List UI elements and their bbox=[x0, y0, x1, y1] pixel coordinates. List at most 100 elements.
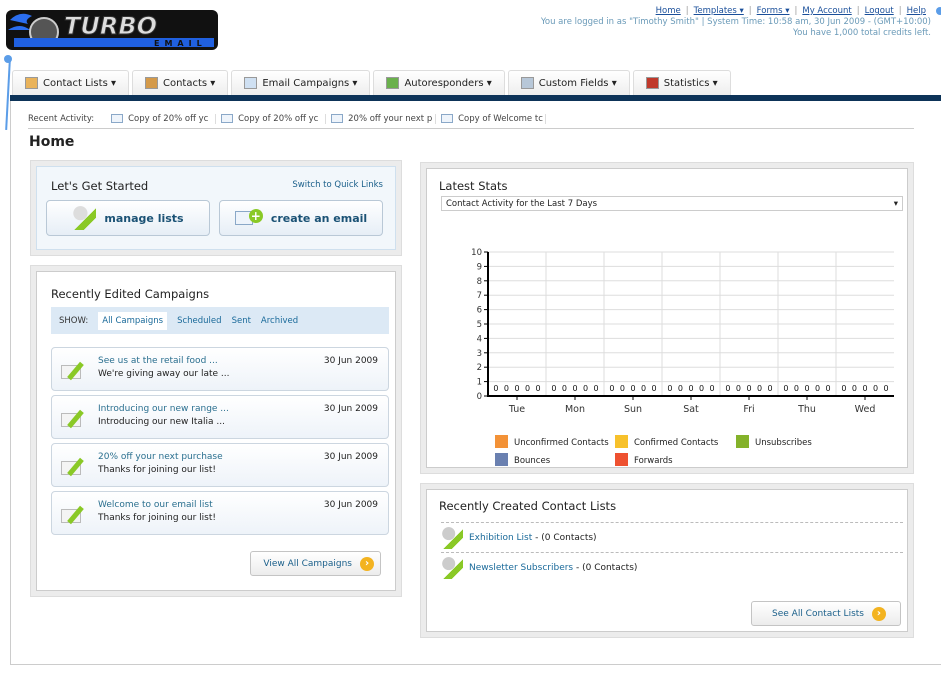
filter-scheduled[interactable]: Scheduled bbox=[177, 315, 222, 326]
data-label: 0 bbox=[757, 384, 762, 393]
data-label: 0 bbox=[551, 384, 556, 393]
filter-sent[interactable]: Sent bbox=[231, 315, 251, 326]
data-label: 0 bbox=[746, 384, 751, 393]
y-tick-label: 9 bbox=[477, 262, 482, 272]
manage-lists-button[interactable]: manage lists bbox=[46, 200, 210, 236]
top-link-my-account[interactable]: My Account bbox=[802, 6, 852, 16]
campaign-subject: Introducing our new Italia ... bbox=[98, 417, 225, 427]
legend-label: Confirmed Contacts bbox=[634, 438, 719, 448]
data-label: 0 bbox=[699, 384, 704, 393]
data-label: 0 bbox=[572, 384, 577, 393]
contact-list-count: - (0 Contacts) bbox=[573, 562, 638, 573]
arrow-right-icon: › bbox=[360, 556, 374, 571]
create-email-button[interactable]: + create an email bbox=[219, 200, 383, 236]
campaign-item[interactable]: 20% off your next purchase Thanks for joi… bbox=[51, 443, 389, 487]
user-pencil-icon bbox=[441, 556, 463, 579]
y-tick-label: 1 bbox=[477, 378, 482, 388]
data-label: 0 bbox=[504, 384, 509, 393]
get-started-title: Let's Get Started bbox=[51, 179, 149, 193]
tab-contact-lists[interactable]: Contact Lists ▾ bbox=[12, 70, 129, 95]
recent-activity-item[interactable]: Copy of Welcome tc bbox=[436, 113, 547, 124]
tab-statistics[interactable]: Statistics ▾ bbox=[632, 70, 731, 95]
stats-panel: Latest Stats Contact Activity for the La… bbox=[420, 162, 914, 474]
envelope-icon bbox=[441, 114, 454, 123]
top-link-forms[interactable]: Forms ▾ bbox=[756, 6, 790, 16]
recent-activity-text: 20% off your next p bbox=[348, 113, 433, 124]
campaign-item[interactable]: Welcome to our email list Thanks for join… bbox=[51, 491, 389, 535]
filter-archived[interactable]: Archived bbox=[260, 315, 299, 326]
data-label: 0 bbox=[862, 384, 867, 393]
show-label: SHOW: bbox=[59, 315, 89, 326]
data-label: 0 bbox=[794, 384, 799, 393]
envelope-icon bbox=[221, 114, 234, 123]
tab-label: Custom Fields ▾ bbox=[538, 77, 617, 89]
envelope-pencil-icon bbox=[61, 457, 91, 477]
get-started-panel: Let's Get Started Switch to Quick Links … bbox=[30, 160, 402, 256]
top-link-logout[interactable]: Logout bbox=[864, 6, 894, 16]
y-tick-label: 0 bbox=[477, 392, 482, 402]
x-tick-label: Mon bbox=[565, 404, 585, 415]
data-label: 0 bbox=[678, 384, 683, 393]
y-tick-label: 5 bbox=[477, 320, 482, 330]
top-link-home[interactable]: Home bbox=[655, 6, 681, 16]
legend-label: Forwards bbox=[634, 456, 673, 466]
filter-all-campaigns[interactable]: All Campaigns bbox=[98, 311, 168, 330]
envelope-pencil-icon bbox=[61, 361, 91, 381]
data-label: 0 bbox=[826, 384, 831, 393]
tab-label: Email Campaigns ▾ bbox=[262, 77, 358, 89]
contact-list-item: Exhibition List - (0 Contacts) bbox=[441, 522, 903, 552]
campaign-title[interactable]: Welcome to our email list bbox=[98, 500, 213, 510]
campaign-title[interactable]: 20% off your next purchase bbox=[98, 452, 223, 462]
separator: | bbox=[685, 6, 689, 16]
contact-list-name[interactable]: Newsletter Subscribers bbox=[469, 562, 574, 573]
data-label: 0 bbox=[620, 384, 625, 393]
campaign-item[interactable]: See us at the retail food ... We're givin… bbox=[51, 347, 389, 391]
tab-custom-fields[interactable]: Custom Fields ▾ bbox=[507, 70, 630, 95]
recent-activity-item[interactable]: Copy of 20% off yc bbox=[216, 113, 327, 124]
y-tick-label: 6 bbox=[477, 306, 482, 316]
legend-swatch bbox=[495, 453, 508, 466]
campaign-title[interactable]: Introducing our new range ... bbox=[98, 404, 229, 414]
tab-contacts[interactable]: Contacts ▾ bbox=[131, 70, 229, 95]
data-label: 0 bbox=[609, 384, 614, 393]
data-label: 0 bbox=[804, 384, 809, 393]
data-label: 0 bbox=[884, 384, 889, 393]
envelope-pencil-icon bbox=[61, 409, 91, 429]
data-label: 0 bbox=[873, 384, 878, 393]
campaign-filter: SHOW: All Campaigns Scheduled Sent Archived bbox=[51, 307, 389, 334]
tab-label: Autoresponders ▾ bbox=[404, 77, 492, 89]
stats-period-select[interactable]: Contact Activity for the Last 7 Days ▾ bbox=[441, 196, 903, 211]
switch-quick-links[interactable]: Switch to Quick Links bbox=[292, 180, 383, 190]
x-tick-label: Wed bbox=[855, 404, 876, 415]
data-label: 0 bbox=[736, 384, 741, 393]
recent-activity-text: Copy of 20% off yc bbox=[128, 113, 209, 124]
tab-autoresponders[interactable]: Autoresponders ▾ bbox=[373, 70, 505, 95]
campaign-item[interactable]: Introducing our new range ... Introducing… bbox=[51, 395, 389, 439]
see-all-lists-label: See All Contact Lists bbox=[772, 608, 864, 619]
recent-activity-item[interactable]: 20% off your next p bbox=[326, 113, 437, 124]
contact-lists-icon bbox=[25, 77, 38, 89]
document-icon bbox=[520, 77, 534, 89]
contact-list-name[interactable]: Exhibition List bbox=[469, 532, 533, 543]
top-link-templates[interactable]: Templates ▾ bbox=[693, 6, 744, 16]
campaign-date: 30 Jun 2009 bbox=[323, 356, 378, 366]
see-all-lists-button[interactable]: See All Contact Lists › bbox=[751, 601, 901, 626]
separator: | bbox=[794, 6, 798, 16]
campaign-title[interactable]: See us at the retail food ... bbox=[98, 356, 218, 366]
top-link-help[interactable]: Help bbox=[906, 6, 926, 16]
manage-lists-label: manage lists bbox=[104, 211, 184, 225]
envelope-pencil-icon bbox=[61, 505, 91, 525]
contacts-icon bbox=[144, 77, 158, 89]
legend-label: Unsubscribes bbox=[755, 438, 812, 448]
recent-activity-item[interactable]: Copy of 20% off yc bbox=[106, 113, 217, 124]
legend-swatch bbox=[495, 435, 508, 448]
data-label: 0 bbox=[688, 384, 693, 393]
view-all-campaigns-button[interactable]: View All Campaigns › bbox=[250, 551, 381, 576]
create-email-label: create an email bbox=[270, 211, 368, 225]
tab-email-campaigns[interactable]: Email Campaigns ▾ bbox=[231, 70, 371, 95]
legend-label: Bounces bbox=[514, 456, 551, 466]
recent-activity-text: Copy of Welcome tc bbox=[458, 113, 543, 124]
legend-label: Unconfirmed Contacts bbox=[514, 438, 609, 448]
contact-lists-panel: Recently Created Contact Lists Exhibitio… bbox=[420, 483, 914, 638]
